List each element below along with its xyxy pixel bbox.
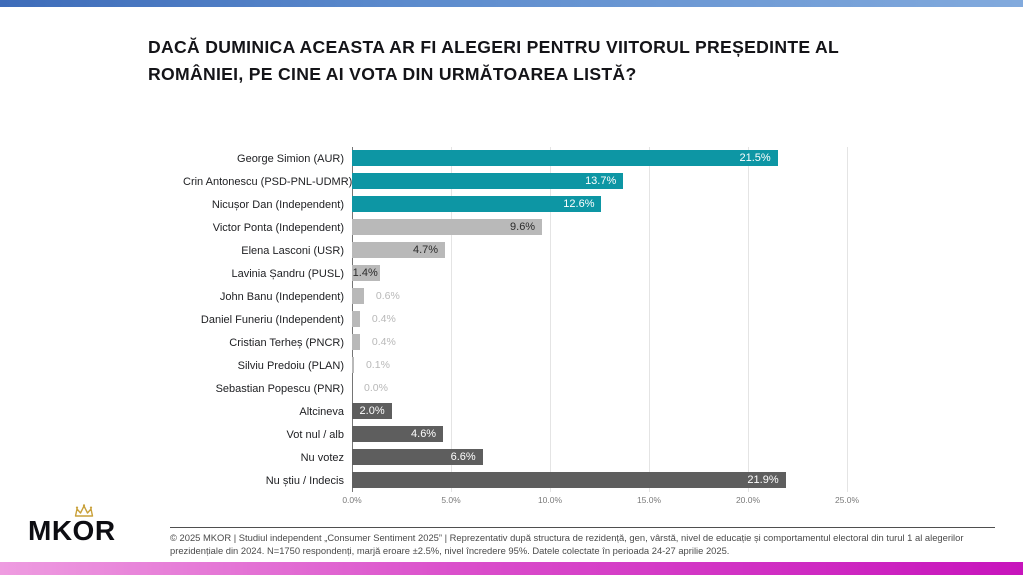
gridline	[748, 147, 749, 492]
bottom-accent-bar	[0, 562, 1023, 575]
bar-13	[352, 449, 483, 465]
logo-text-mk: MK	[28, 515, 73, 546]
chart-row: Vot nul / alb 4.6%	[183, 423, 883, 446]
value-label: 0.4%	[371, 336, 396, 348]
category-label: Daniel Funeriu (Independent)	[200, 313, 344, 326]
value-label: 4.6%	[411, 428, 437, 440]
chart-row: Daniel Funeriu (Independent) 0.4%	[183, 308, 883, 331]
logo-text-r: R	[94, 515, 116, 546]
bar-track: 0.1%	[352, 354, 847, 377]
value-label: 6.6%	[450, 451, 476, 463]
category-label: Victor Ponta (Independent)	[212, 221, 344, 234]
bar-1	[352, 173, 624, 189]
bar-track: 6.6%	[352, 446, 847, 469]
value-label: 1.4%	[352, 267, 378, 279]
category-label: Altcineva	[299, 405, 344, 418]
x-tick-label: 25.0%	[834, 495, 860, 505]
bar-track: 21.5%	[352, 147, 847, 170]
gridline	[451, 147, 452, 492]
value-label: 9.6%	[510, 221, 536, 233]
chart-row: Victor Ponta (Independent) 9.6%	[183, 216, 883, 239]
x-tick-label: 0.0%	[342, 495, 362, 505]
bar-track: 4.6%	[352, 423, 847, 446]
bar-8	[352, 334, 360, 350]
bar-track: 4.7%	[352, 239, 847, 262]
chart-rows: George Simion (AUR) 21.5% Crin Antonescu (…	[183, 147, 883, 492]
value-label: 0.0%	[364, 382, 388, 394]
x-tick-label: 15.0%	[636, 495, 662, 505]
bar-3	[352, 219, 543, 235]
chart-row: Lavinia Șandru (PUSL) 1.4%	[183, 262, 883, 285]
bar-11	[352, 403, 392, 419]
category-label: Cristian Terheș (PNCR)	[229, 336, 344, 349]
bar-4	[352, 242, 446, 258]
category-label: Nu votez	[300, 451, 344, 464]
gridline	[847, 147, 848, 492]
gridline	[550, 147, 551, 492]
bar-2	[352, 196, 602, 212]
crown-icon	[74, 504, 93, 517]
bar-track: 0.6%	[352, 285, 847, 308]
bar-track: 0.0%	[352, 377, 847, 400]
value-label: 13.7%	[585, 175, 617, 187]
category-label: Crin Antonescu (PSD-PNL-UDMR)	[183, 175, 353, 188]
bar-track: 21.9%	[352, 469, 847, 492]
category-label: Nicușor Dan (Independent)	[211, 198, 344, 211]
x-tick-label: 10.0%	[537, 495, 563, 505]
value-label: 21.5%	[739, 152, 771, 164]
category-label: John Banu (Independent)	[219, 290, 344, 303]
bar-14	[352, 472, 786, 488]
value-label: 0.1%	[365, 359, 390, 371]
footer-source-note: © 2025 MKOR | Studiul independent „Consu…	[170, 532, 964, 556]
category-label: Sebastian Popescu (PNR)	[215, 382, 344, 395]
x-tick-label: 20.0%	[735, 495, 761, 505]
category-label: Elena Lasconi (USR)	[241, 244, 344, 257]
chart-row: Sebastian Popescu (PNR) 0.0%	[183, 377, 883, 400]
chart-row: Silviu Predoiu (PLAN) 0.1%	[183, 354, 883, 377]
bar-track: 12.6%	[352, 193, 847, 216]
bar-track: 9.6%	[352, 216, 847, 239]
value-label: 12.6%	[563, 198, 595, 210]
category-label: Nu știu / Indecis	[265, 474, 344, 487]
bar-track: 0.4%	[352, 308, 847, 331]
bar-6	[352, 288, 364, 304]
x-axis: 0.0% 5.0% 10.0% 15.0% 20.0% 25.0%	[342, 495, 859, 507]
value-label: 0.4%	[371, 313, 396, 325]
value-label: 0.6%	[375, 290, 400, 302]
bar-chart: George Simion (AUR) 21.5% Crin Antonescu (…	[183, 147, 883, 512]
logo-text-o: O	[72, 515, 95, 546]
bar-track: 2.0%	[352, 400, 847, 423]
footer-divider	[170, 527, 995, 528]
chart-row: Altcineva 2.0%	[183, 400, 883, 423]
bar-track: 1.4%	[352, 262, 847, 285]
bar-track: 0.4%	[352, 331, 847, 354]
value-label: 4.7%	[412, 244, 439, 256]
category-label: George Simion (AUR)	[237, 152, 344, 165]
bar-7	[352, 311, 360, 327]
chart-row: Nu votez 6.6%	[183, 446, 883, 469]
bar-9	[352, 357, 354, 373]
bar-12	[352, 426, 444, 442]
bar-track: 13.7%	[352, 170, 847, 193]
x-tick-label: 5.0%	[441, 495, 461, 505]
page-title: DACĂ DUMINICA ACEASTA AR FI ALEGERI PENT…	[148, 37, 839, 84]
chart-row: George Simion (AUR) 21.5%	[183, 147, 883, 170]
gridline	[649, 147, 650, 492]
top-accent-bar	[0, 0, 1023, 7]
chart-row: Crin Antonescu (PSD-PNL-UDMR) 13.7%	[183, 170, 883, 193]
chart-row: John Banu (Independent) 0.6%	[183, 285, 883, 308]
bar-0	[352, 150, 778, 166]
chart-row: Nicușor Dan (Independent) 12.6%	[183, 193, 883, 216]
chart-row: Nu știu / Indecis 21.9%	[183, 469, 883, 492]
value-label: 2.0%	[359, 405, 385, 417]
chart-row: Cristian Terheș (PNCR) 0.4%	[183, 331, 883, 354]
category-label: Silviu Predoiu (PLAN)	[237, 359, 344, 372]
value-label: 21.9%	[747, 474, 779, 486]
category-label: Vot nul / alb	[286, 428, 345, 441]
chart-row: Elena Lasconi (USR) 4.7%	[183, 239, 883, 262]
category-label: Lavinia Șandru (PUSL)	[231, 267, 344, 280]
bar-5	[352, 265, 380, 281]
